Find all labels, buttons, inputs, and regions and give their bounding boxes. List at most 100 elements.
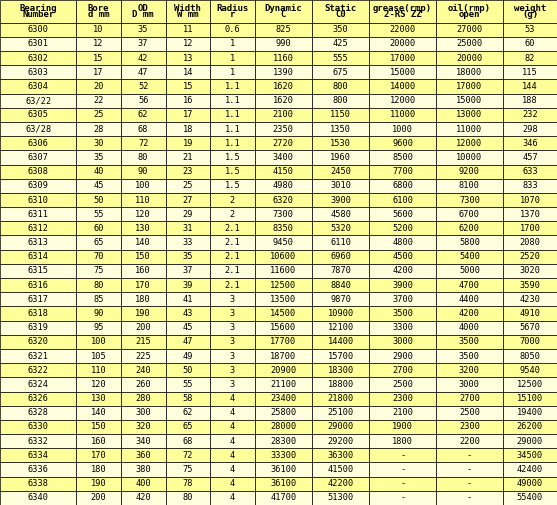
Text: 17700: 17700 bbox=[270, 337, 296, 346]
Bar bbox=[165, 165, 210, 179]
Text: 7300: 7300 bbox=[273, 210, 294, 219]
Bar bbox=[165, 221, 210, 235]
Bar bbox=[436, 193, 503, 207]
Text: C: C bbox=[281, 10, 286, 19]
Text: 25: 25 bbox=[183, 181, 193, 190]
Bar bbox=[0, 235, 76, 249]
Bar bbox=[76, 221, 121, 235]
Text: 2.1: 2.1 bbox=[224, 224, 240, 233]
Bar bbox=[436, 363, 503, 377]
Text: 20000: 20000 bbox=[456, 54, 482, 63]
Bar bbox=[369, 23, 436, 37]
Bar bbox=[503, 278, 557, 292]
Text: 18800: 18800 bbox=[328, 380, 354, 389]
Bar bbox=[255, 491, 312, 505]
Bar bbox=[312, 221, 369, 235]
Bar bbox=[503, 150, 557, 165]
Text: 26200: 26200 bbox=[517, 423, 543, 431]
Bar bbox=[312, 477, 369, 491]
Bar bbox=[76, 93, 121, 108]
Text: 34500: 34500 bbox=[517, 451, 543, 460]
Bar bbox=[121, 65, 165, 79]
Text: 62: 62 bbox=[138, 111, 149, 119]
Text: 5800: 5800 bbox=[459, 238, 480, 247]
Text: 13: 13 bbox=[183, 54, 193, 63]
Text: 1.1: 1.1 bbox=[224, 82, 240, 91]
Text: 11600: 11600 bbox=[270, 267, 296, 275]
Bar bbox=[369, 391, 436, 406]
Bar bbox=[503, 349, 557, 363]
Bar bbox=[255, 122, 312, 136]
Bar bbox=[121, 150, 165, 165]
Text: 6318: 6318 bbox=[28, 309, 48, 318]
Bar bbox=[369, 165, 436, 179]
Text: 1.1: 1.1 bbox=[224, 96, 240, 105]
Text: 14400: 14400 bbox=[328, 337, 354, 346]
Bar bbox=[255, 264, 312, 278]
Bar bbox=[76, 406, 121, 420]
Text: 1.1: 1.1 bbox=[224, 125, 240, 134]
Text: 6314: 6314 bbox=[28, 252, 48, 261]
Bar bbox=[121, 0, 165, 23]
Text: 1150: 1150 bbox=[330, 111, 351, 119]
Bar bbox=[165, 136, 210, 150]
Text: 20: 20 bbox=[94, 82, 104, 91]
Bar bbox=[436, 23, 503, 37]
Text: 340: 340 bbox=[135, 437, 151, 446]
Text: 320: 320 bbox=[135, 423, 151, 431]
Bar bbox=[210, 207, 255, 221]
Text: 6324: 6324 bbox=[28, 380, 48, 389]
Bar bbox=[436, 349, 503, 363]
Text: 4200: 4200 bbox=[459, 309, 480, 318]
Text: 6300: 6300 bbox=[28, 25, 48, 34]
Bar bbox=[503, 65, 557, 79]
Text: 29000: 29000 bbox=[517, 437, 543, 446]
Bar bbox=[312, 363, 369, 377]
Bar bbox=[210, 150, 255, 165]
Bar bbox=[255, 150, 312, 165]
Bar bbox=[0, 79, 76, 93]
Bar bbox=[369, 136, 436, 150]
Text: 380: 380 bbox=[135, 465, 151, 474]
Text: 18300: 18300 bbox=[328, 366, 354, 375]
Text: 7000: 7000 bbox=[520, 337, 540, 346]
Text: 10900: 10900 bbox=[328, 309, 354, 318]
Bar bbox=[0, 463, 76, 477]
Bar bbox=[165, 391, 210, 406]
Text: 2.1: 2.1 bbox=[224, 281, 240, 290]
Text: Bearing: Bearing bbox=[19, 4, 57, 13]
Text: 1.1: 1.1 bbox=[224, 139, 240, 148]
Bar bbox=[255, 391, 312, 406]
Bar bbox=[210, 420, 255, 434]
Text: 25800: 25800 bbox=[270, 409, 296, 417]
Text: (g): (g) bbox=[522, 10, 538, 19]
Text: 55: 55 bbox=[183, 380, 193, 389]
Text: 110: 110 bbox=[91, 366, 106, 375]
Bar bbox=[369, 363, 436, 377]
Text: 45: 45 bbox=[183, 323, 193, 332]
Text: 225: 225 bbox=[135, 351, 151, 361]
Text: 5400: 5400 bbox=[459, 252, 480, 261]
Text: 2700: 2700 bbox=[392, 366, 413, 375]
Bar bbox=[165, 207, 210, 221]
Text: 65: 65 bbox=[94, 238, 104, 247]
Text: 232: 232 bbox=[522, 111, 538, 119]
Bar bbox=[76, 23, 121, 37]
Text: 5000: 5000 bbox=[459, 267, 480, 275]
Bar bbox=[76, 420, 121, 434]
Text: 35: 35 bbox=[138, 25, 149, 34]
Bar bbox=[369, 307, 436, 321]
Bar bbox=[255, 292, 312, 307]
Text: Static: Static bbox=[324, 4, 356, 13]
Bar bbox=[121, 165, 165, 179]
Bar bbox=[255, 65, 312, 79]
Bar bbox=[312, 136, 369, 150]
Bar bbox=[436, 136, 503, 150]
Bar bbox=[312, 420, 369, 434]
Text: 190: 190 bbox=[135, 309, 151, 318]
Text: 3010: 3010 bbox=[330, 181, 351, 190]
Bar bbox=[312, 37, 369, 51]
Text: 8840: 8840 bbox=[330, 281, 351, 290]
Text: 37: 37 bbox=[183, 267, 193, 275]
Text: 346: 346 bbox=[522, 139, 538, 148]
